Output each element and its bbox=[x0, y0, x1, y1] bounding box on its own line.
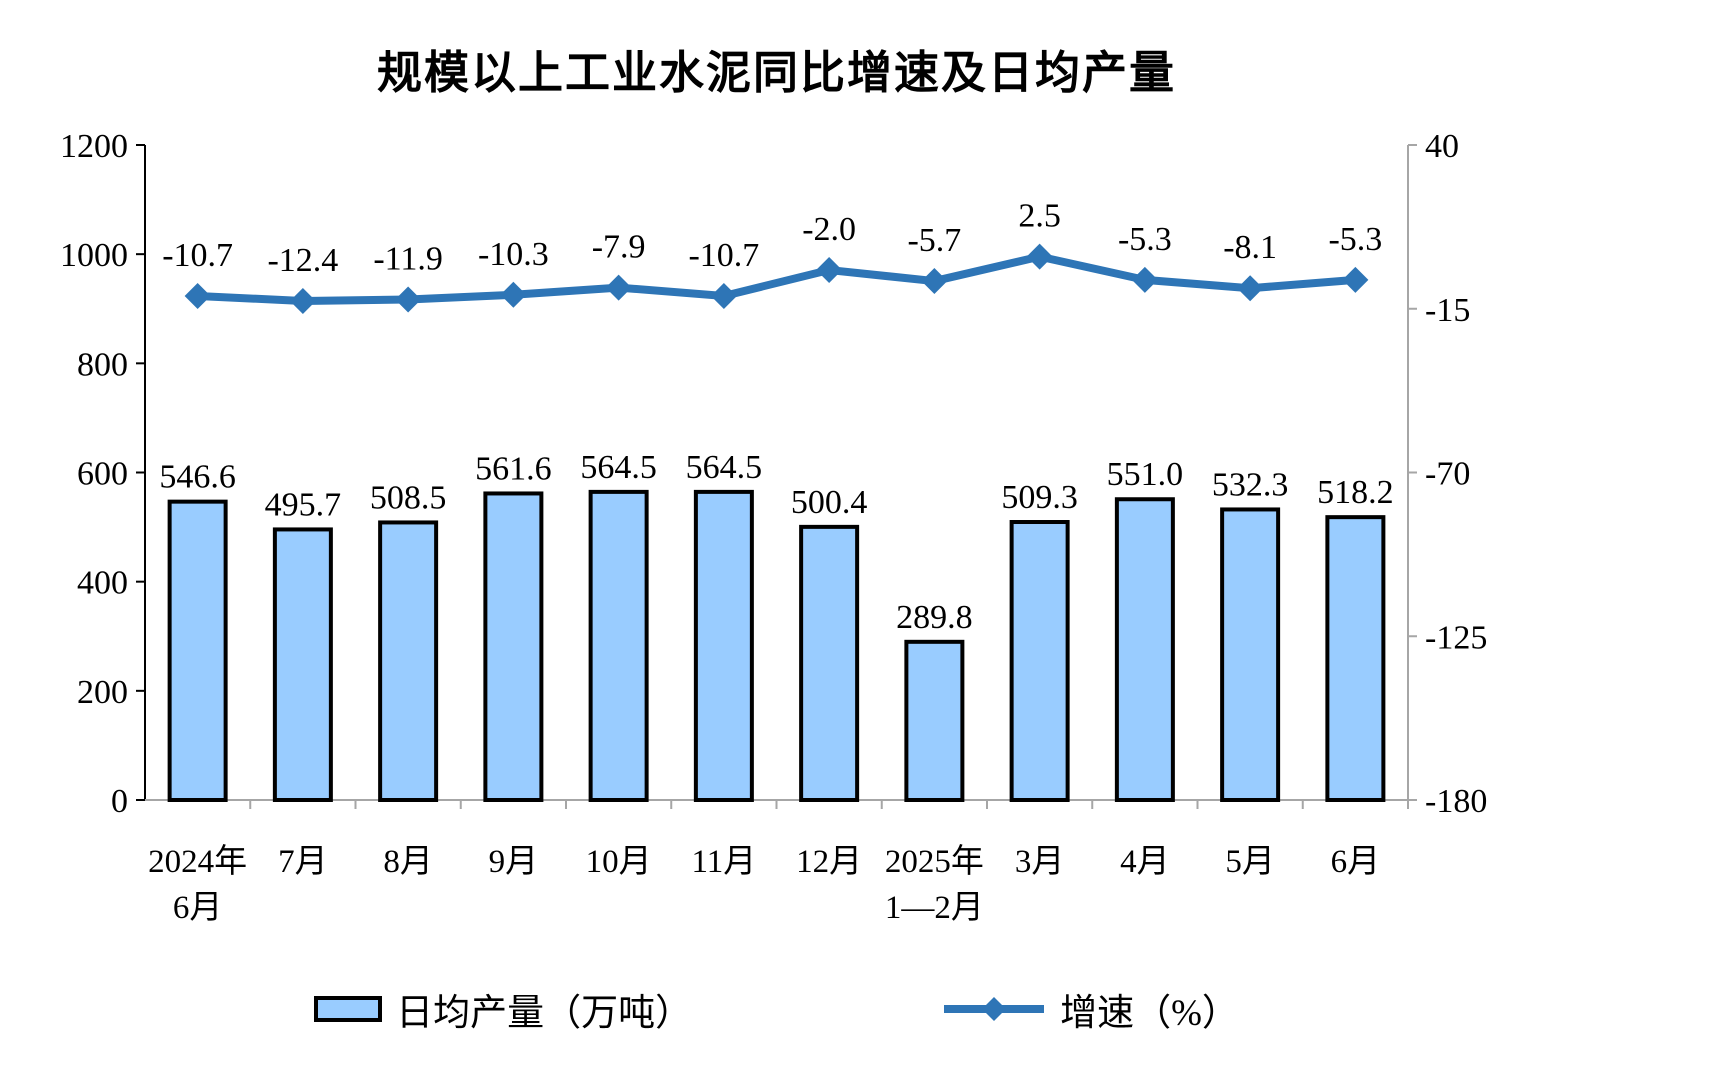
line-marker bbox=[1026, 243, 1053, 270]
x-axis-label: 5月 bbox=[1225, 844, 1275, 880]
bar bbox=[693, 489, 754, 802]
bar bbox=[799, 524, 860, 802]
bar bbox=[1325, 515, 1386, 802]
line-value-label: -2.0 bbox=[802, 211, 856, 248]
line-marker bbox=[1342, 266, 1369, 293]
line-value-label: -12.4 bbox=[267, 242, 338, 279]
bar-value-label: 561.6 bbox=[475, 450, 552, 487]
bar-value-label: 289.8 bbox=[896, 599, 973, 636]
x-axis-label: 12月 bbox=[796, 844, 862, 880]
bar-value-label: 532.3 bbox=[1212, 466, 1289, 503]
x-axis-label: 2025年 1—2月 bbox=[885, 843, 984, 926]
plot-area: 0 200 400 600 800 1000 1200 40 -15 -70 -125 -180 202… bbox=[60, 128, 1487, 926]
bar bbox=[1114, 497, 1175, 802]
bar bbox=[1009, 520, 1070, 802]
legend-line-label: 增速（%） bbox=[1060, 993, 1239, 1034]
left-axis-tick-label: 800 bbox=[77, 346, 128, 383]
right-axis-tick-label: -180 bbox=[1425, 783, 1487, 820]
right-axis-tick-label: 40 bbox=[1425, 128, 1459, 165]
line-marker bbox=[816, 257, 843, 284]
x-axis-label: 4月 bbox=[1120, 844, 1170, 880]
line-value-label: -5.3 bbox=[1328, 221, 1382, 258]
legend: 日均产量（万吨） 增速（%） bbox=[145, 982, 1408, 1036]
line-marker bbox=[395, 286, 422, 313]
bar-value-label: 495.7 bbox=[265, 486, 342, 523]
line-marker-swatch-icon bbox=[944, 997, 1045, 1021]
x-axis-label: 9月 bbox=[489, 844, 539, 880]
x-axis-label: 3月 bbox=[1015, 844, 1065, 880]
right-axis-tick-label: -15 bbox=[1425, 292, 1470, 329]
bar bbox=[272, 527, 333, 802]
line-value-label: -5.3 bbox=[1118, 221, 1172, 258]
right-axis-tick-label: -70 bbox=[1425, 456, 1470, 493]
legend-bar-label: 日均产量（万吨） bbox=[396, 993, 693, 1034]
left-axis-tick-label: 400 bbox=[77, 565, 128, 602]
legend-item-growth: 增速（%） bbox=[942, 982, 1239, 1036]
bar-value-label: 518.2 bbox=[1317, 474, 1394, 511]
bar bbox=[167, 499, 228, 802]
x-axis-label: 7月 bbox=[278, 844, 328, 880]
line-marker bbox=[184, 282, 211, 309]
left-axis-tick-label: 1000 bbox=[60, 237, 128, 274]
left-axis-tick-label: 0 bbox=[111, 783, 128, 820]
line-value-label: -10.7 bbox=[688, 237, 759, 274]
line-value-label: 2.5 bbox=[1018, 198, 1061, 235]
x-axis-label: 11月 bbox=[691, 844, 756, 880]
bar-swatch-icon bbox=[314, 996, 383, 1022]
chart-title: 规模以上工业水泥同比增速及日均产量 bbox=[376, 46, 1176, 99]
line-value-label: -8.1 bbox=[1223, 229, 1277, 266]
line-value-label: -5.7 bbox=[907, 222, 961, 259]
x-axis-label: 6月 bbox=[1331, 844, 1381, 880]
line-value-label: -7.9 bbox=[592, 229, 646, 266]
legend-item-output: 日均产量（万吨） bbox=[314, 982, 692, 1036]
growth-line bbox=[197, 252, 1356, 306]
line-marker bbox=[1131, 266, 1158, 293]
bar-value-label: 564.5 bbox=[580, 449, 657, 486]
line-value-label: -10.7 bbox=[162, 237, 233, 274]
line-marker bbox=[289, 288, 316, 315]
bar-value-label: 564.5 bbox=[686, 449, 763, 486]
line-value-label: -10.3 bbox=[478, 236, 549, 273]
bar bbox=[483, 491, 544, 802]
x-axis-label: 8月 bbox=[383, 844, 433, 880]
right-axis-tick-label: -125 bbox=[1425, 619, 1487, 656]
line-value-label: -11.9 bbox=[373, 241, 443, 278]
left-axis-tick-label: 600 bbox=[77, 456, 128, 493]
bar-value-label: 551.0 bbox=[1107, 456, 1184, 493]
bar-value-label: 509.3 bbox=[1001, 479, 1078, 516]
line-marker bbox=[500, 281, 527, 308]
bar-value-label: 546.6 bbox=[159, 459, 236, 496]
bar-value-label: 500.4 bbox=[791, 484, 868, 521]
line-marker bbox=[605, 274, 632, 301]
bar bbox=[1220, 507, 1281, 802]
bar-value-label: 508.5 bbox=[370, 479, 447, 516]
left-axis-tick-label: 200 bbox=[77, 674, 128, 711]
x-axis-label: 2024年 6月 bbox=[148, 843, 247, 926]
x-axis-label: 10月 bbox=[586, 844, 652, 880]
left-axis-tick-label: 1200 bbox=[60, 128, 128, 165]
line-marker bbox=[921, 268, 948, 295]
line-marker bbox=[710, 282, 737, 309]
line-marker bbox=[1237, 275, 1264, 302]
bar bbox=[904, 639, 965, 802]
bar bbox=[378, 520, 439, 802]
bar bbox=[588, 489, 649, 802]
